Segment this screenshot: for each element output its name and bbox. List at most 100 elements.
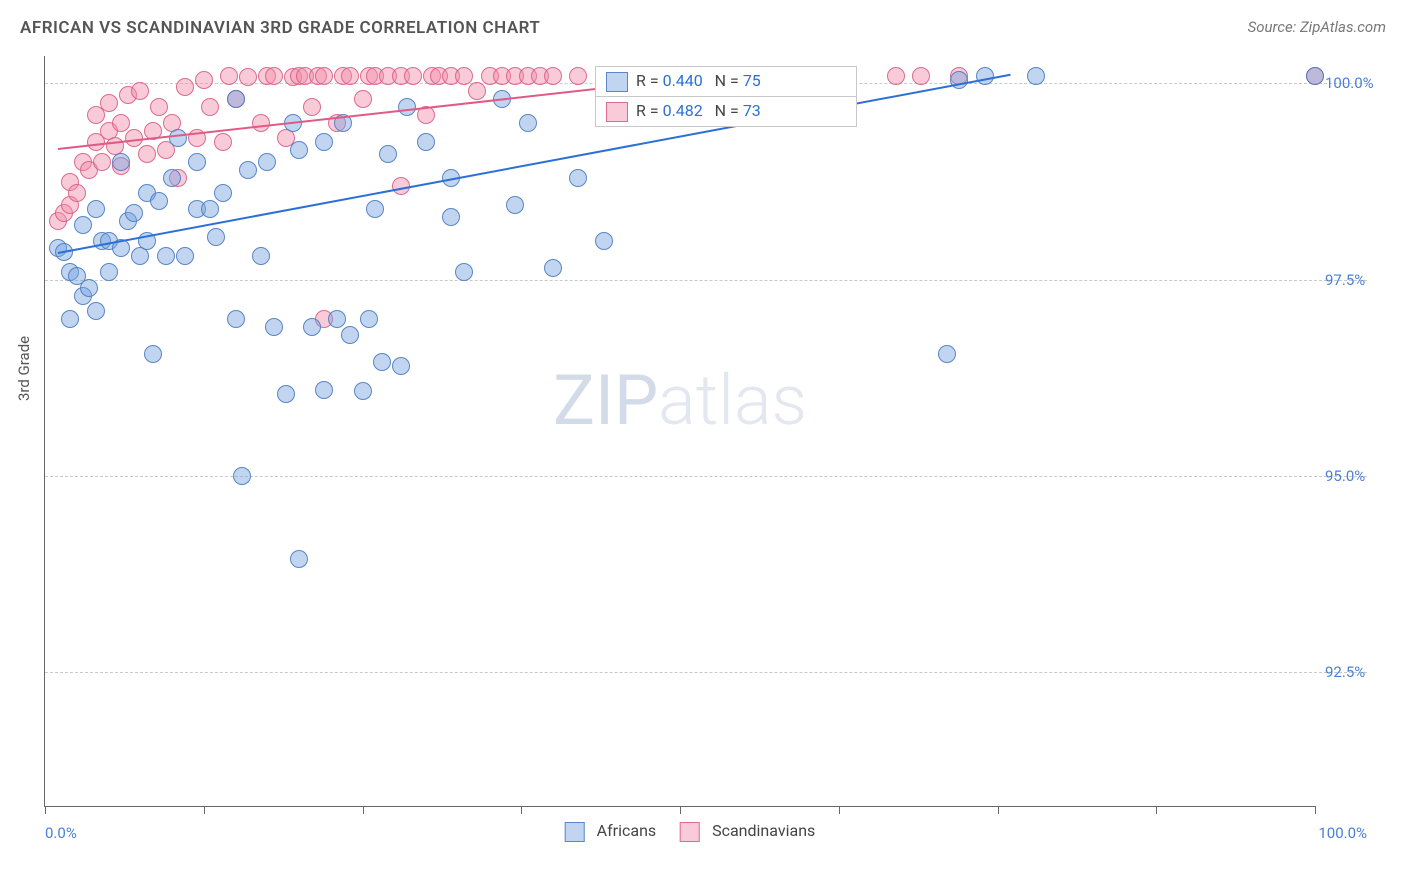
stats-box-scandinavians: R = 0.482 N = 73 xyxy=(595,96,857,127)
data-point-african xyxy=(277,385,295,403)
data-point-african xyxy=(392,357,410,375)
data-point-african xyxy=(544,259,562,277)
data-point-scandinavian xyxy=(315,67,333,85)
data-point-scandinavian xyxy=(455,67,473,85)
data-point-scandinavian xyxy=(887,67,905,85)
data-point-african xyxy=(157,247,175,265)
data-point-african xyxy=(506,196,524,214)
data-point-scandinavian xyxy=(201,98,219,116)
data-point-african xyxy=(1027,67,1045,85)
data-point-african xyxy=(595,232,613,250)
data-point-scandinavian xyxy=(93,153,111,171)
data-point-african xyxy=(61,310,79,328)
data-point-scandinavian xyxy=(214,133,232,151)
data-point-african xyxy=(87,302,105,320)
data-point-african xyxy=(303,318,321,336)
chart-source: Source: ZipAtlas.com xyxy=(1248,18,1386,36)
data-point-african xyxy=(252,247,270,265)
data-point-scandinavian xyxy=(341,67,359,85)
data-point-african xyxy=(131,247,149,265)
x-tick-mark xyxy=(521,806,522,814)
x-start-label: 0.0% xyxy=(45,824,77,842)
data-point-scandinavian xyxy=(265,67,283,85)
data-point-african xyxy=(112,153,130,171)
data-point-african xyxy=(398,98,416,116)
data-point-african xyxy=(265,318,283,336)
data-point-scandinavian xyxy=(112,114,130,132)
data-point-african xyxy=(258,153,276,171)
data-point-african xyxy=(354,382,372,400)
data-point-african xyxy=(144,345,162,363)
gridline xyxy=(45,672,1367,673)
data-point-african xyxy=(150,192,168,210)
data-point-african xyxy=(315,381,333,399)
data-point-african xyxy=(1306,67,1324,85)
data-point-scandinavian xyxy=(100,94,118,112)
data-point-african xyxy=(315,133,333,151)
data-point-african xyxy=(214,184,232,202)
data-point-scandinavian xyxy=(239,68,257,86)
data-point-african xyxy=(125,204,143,222)
data-point-scandinavian xyxy=(252,114,270,132)
data-point-scandinavian xyxy=(68,184,86,202)
y-tick-label: 92.5% xyxy=(1325,663,1405,681)
data-point-african xyxy=(379,145,397,163)
data-point-african xyxy=(207,228,225,246)
data-point-scandinavian xyxy=(569,67,587,85)
y-tick-label: 100.0% xyxy=(1325,74,1405,92)
data-point-scandinavian xyxy=(131,82,149,100)
data-point-african xyxy=(290,550,308,568)
data-point-african xyxy=(227,310,245,328)
watermark: ZIPatlas xyxy=(553,360,807,442)
data-point-scandinavian xyxy=(468,82,486,100)
data-point-african xyxy=(366,200,384,218)
x-tick-mark xyxy=(998,806,999,814)
data-point-african xyxy=(341,326,359,344)
scatter-plot: 3rd Grade ZIPatlas 0.0% 100.0% Africans … xyxy=(44,56,1315,807)
data-point-african xyxy=(188,153,206,171)
data-point-african xyxy=(100,263,118,281)
y-axis-title: 3rd Grade xyxy=(15,336,33,401)
data-point-african xyxy=(163,169,181,187)
x-tick-mark xyxy=(1156,806,1157,814)
data-point-african xyxy=(519,114,537,132)
legend-label-africans: Africans xyxy=(597,821,656,840)
x-tick-mark xyxy=(45,806,46,814)
data-point-african xyxy=(417,133,435,151)
data-point-african xyxy=(442,208,460,226)
data-point-african xyxy=(569,169,587,187)
data-point-scandinavian xyxy=(544,67,562,85)
data-point-scandinavian xyxy=(404,67,422,85)
chart-header: AFRICAN VS SCANDINAVIAN 3RD GRADE CORREL… xyxy=(20,18,1386,48)
legend-swatch-africans xyxy=(565,822,585,842)
x-tick-mark xyxy=(204,806,205,814)
data-point-scandinavian xyxy=(176,78,194,96)
data-point-african xyxy=(976,67,994,85)
chart-title: AFRICAN VS SCANDINAVIAN 3RD GRADE CORREL… xyxy=(20,18,540,38)
legend-label-scandinavians: Scandinavians xyxy=(712,821,815,840)
data-point-african xyxy=(239,161,257,179)
data-point-african xyxy=(233,467,251,485)
data-point-scandinavian xyxy=(138,145,156,163)
x-tick-mark xyxy=(839,806,840,814)
legend-swatch-scandinavians xyxy=(680,822,700,842)
data-point-african xyxy=(290,141,308,159)
data-point-african xyxy=(201,200,219,218)
x-end-label: 100.0% xyxy=(1318,824,1367,842)
series-legend: Africans Scandinavians xyxy=(545,821,816,842)
data-point-scandinavian xyxy=(354,90,372,108)
data-point-scandinavian xyxy=(220,67,238,85)
data-point-african xyxy=(87,200,105,218)
data-point-scandinavian xyxy=(150,98,168,116)
stats-box-africans: R = 0.440 N = 75 xyxy=(595,66,857,97)
data-point-african xyxy=(360,310,378,328)
data-point-scandinavian xyxy=(195,71,213,89)
data-point-scandinavian xyxy=(303,98,321,116)
data-point-scandinavian xyxy=(912,67,930,85)
y-tick-label: 97.5% xyxy=(1325,271,1405,289)
data-point-african xyxy=(74,216,92,234)
data-point-african xyxy=(373,353,391,371)
data-point-african xyxy=(176,247,194,265)
x-tick-mark xyxy=(1315,806,1316,814)
y-tick-label: 95.0% xyxy=(1325,467,1405,485)
